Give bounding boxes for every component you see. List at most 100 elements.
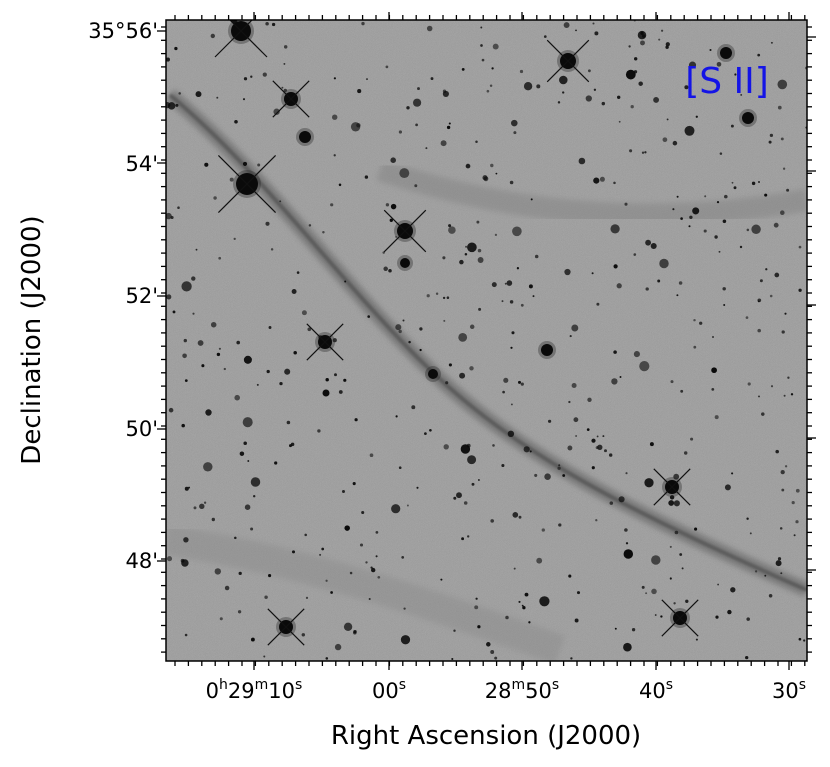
star (467, 242, 477, 253)
nebula-filament-faint (376, 159, 807, 226)
star (494, 656, 498, 660)
axis-ticks (157, 12, 816, 670)
star (680, 217, 683, 220)
star (448, 226, 456, 234)
star (408, 340, 411, 344)
star (638, 81, 643, 86)
star (166, 556, 173, 562)
star (559, 75, 568, 85)
star (518, 515, 522, 519)
star (694, 527, 698, 531)
star (281, 86, 284, 89)
star (674, 530, 679, 535)
star (703, 229, 707, 233)
star (578, 157, 586, 165)
star (669, 495, 675, 500)
star (390, 157, 396, 163)
star (718, 250, 721, 253)
star (491, 67, 494, 70)
star (503, 377, 509, 383)
star (229, 177, 234, 182)
star (490, 163, 494, 168)
star (301, 310, 307, 316)
star (641, 585, 645, 589)
star (461, 68, 465, 71)
star (325, 579, 328, 582)
star (640, 40, 645, 46)
star (443, 319, 446, 322)
x-tick-labels: 0h29m10s 00s 28m50s 40s 30s (206, 677, 806, 703)
star (333, 77, 336, 80)
star (570, 657, 573, 660)
star (448, 363, 452, 367)
star (780, 469, 785, 475)
star (714, 235, 718, 239)
star (699, 321, 703, 325)
star (625, 69, 636, 80)
star (557, 466, 561, 470)
star (211, 517, 215, 522)
star (395, 235, 398, 238)
star (536, 557, 543, 564)
y-tick-label: 48' (126, 549, 159, 573)
star (401, 556, 405, 559)
star (242, 417, 253, 428)
star (464, 252, 468, 256)
star (456, 492, 462, 499)
star (765, 268, 768, 271)
star (244, 504, 251, 510)
star (758, 181, 760, 183)
star (218, 256, 222, 260)
star (751, 224, 761, 235)
star (210, 33, 215, 39)
star (558, 464, 561, 467)
diffraction-spike (214, 20, 253, 58)
star (567, 445, 573, 451)
star (690, 437, 694, 441)
star (630, 105, 634, 109)
star (371, 567, 376, 573)
star (734, 73, 737, 76)
star (733, 186, 737, 190)
star (665, 45, 669, 49)
star (521, 604, 524, 607)
star (174, 46, 178, 51)
star (383, 266, 388, 272)
star (331, 114, 338, 120)
star (234, 120, 238, 124)
star (333, 154, 336, 157)
star (183, 338, 187, 343)
x-tick-label: 28m50s (485, 677, 559, 703)
star (172, 310, 176, 314)
star (181, 423, 185, 428)
star (637, 30, 647, 40)
star (747, 382, 751, 386)
star (595, 446, 599, 450)
star (625, 472, 628, 475)
star (216, 352, 221, 357)
star-core (299, 131, 311, 143)
star (465, 245, 468, 248)
star (507, 430, 515, 438)
star (660, 615, 663, 618)
star (257, 163, 261, 167)
star (651, 588, 657, 595)
star (695, 638, 698, 641)
star (544, 473, 551, 480)
star (270, 248, 274, 251)
star (520, 382, 524, 386)
star (618, 120, 621, 123)
star (510, 403, 513, 406)
star (639, 361, 650, 372)
star (780, 572, 783, 575)
star (356, 123, 361, 128)
star (253, 495, 256, 498)
star (268, 326, 272, 329)
star (730, 587, 736, 593)
star (377, 575, 381, 579)
star (385, 65, 389, 69)
star (204, 162, 209, 167)
star (395, 324, 402, 331)
star (779, 527, 783, 530)
star (389, 218, 393, 222)
